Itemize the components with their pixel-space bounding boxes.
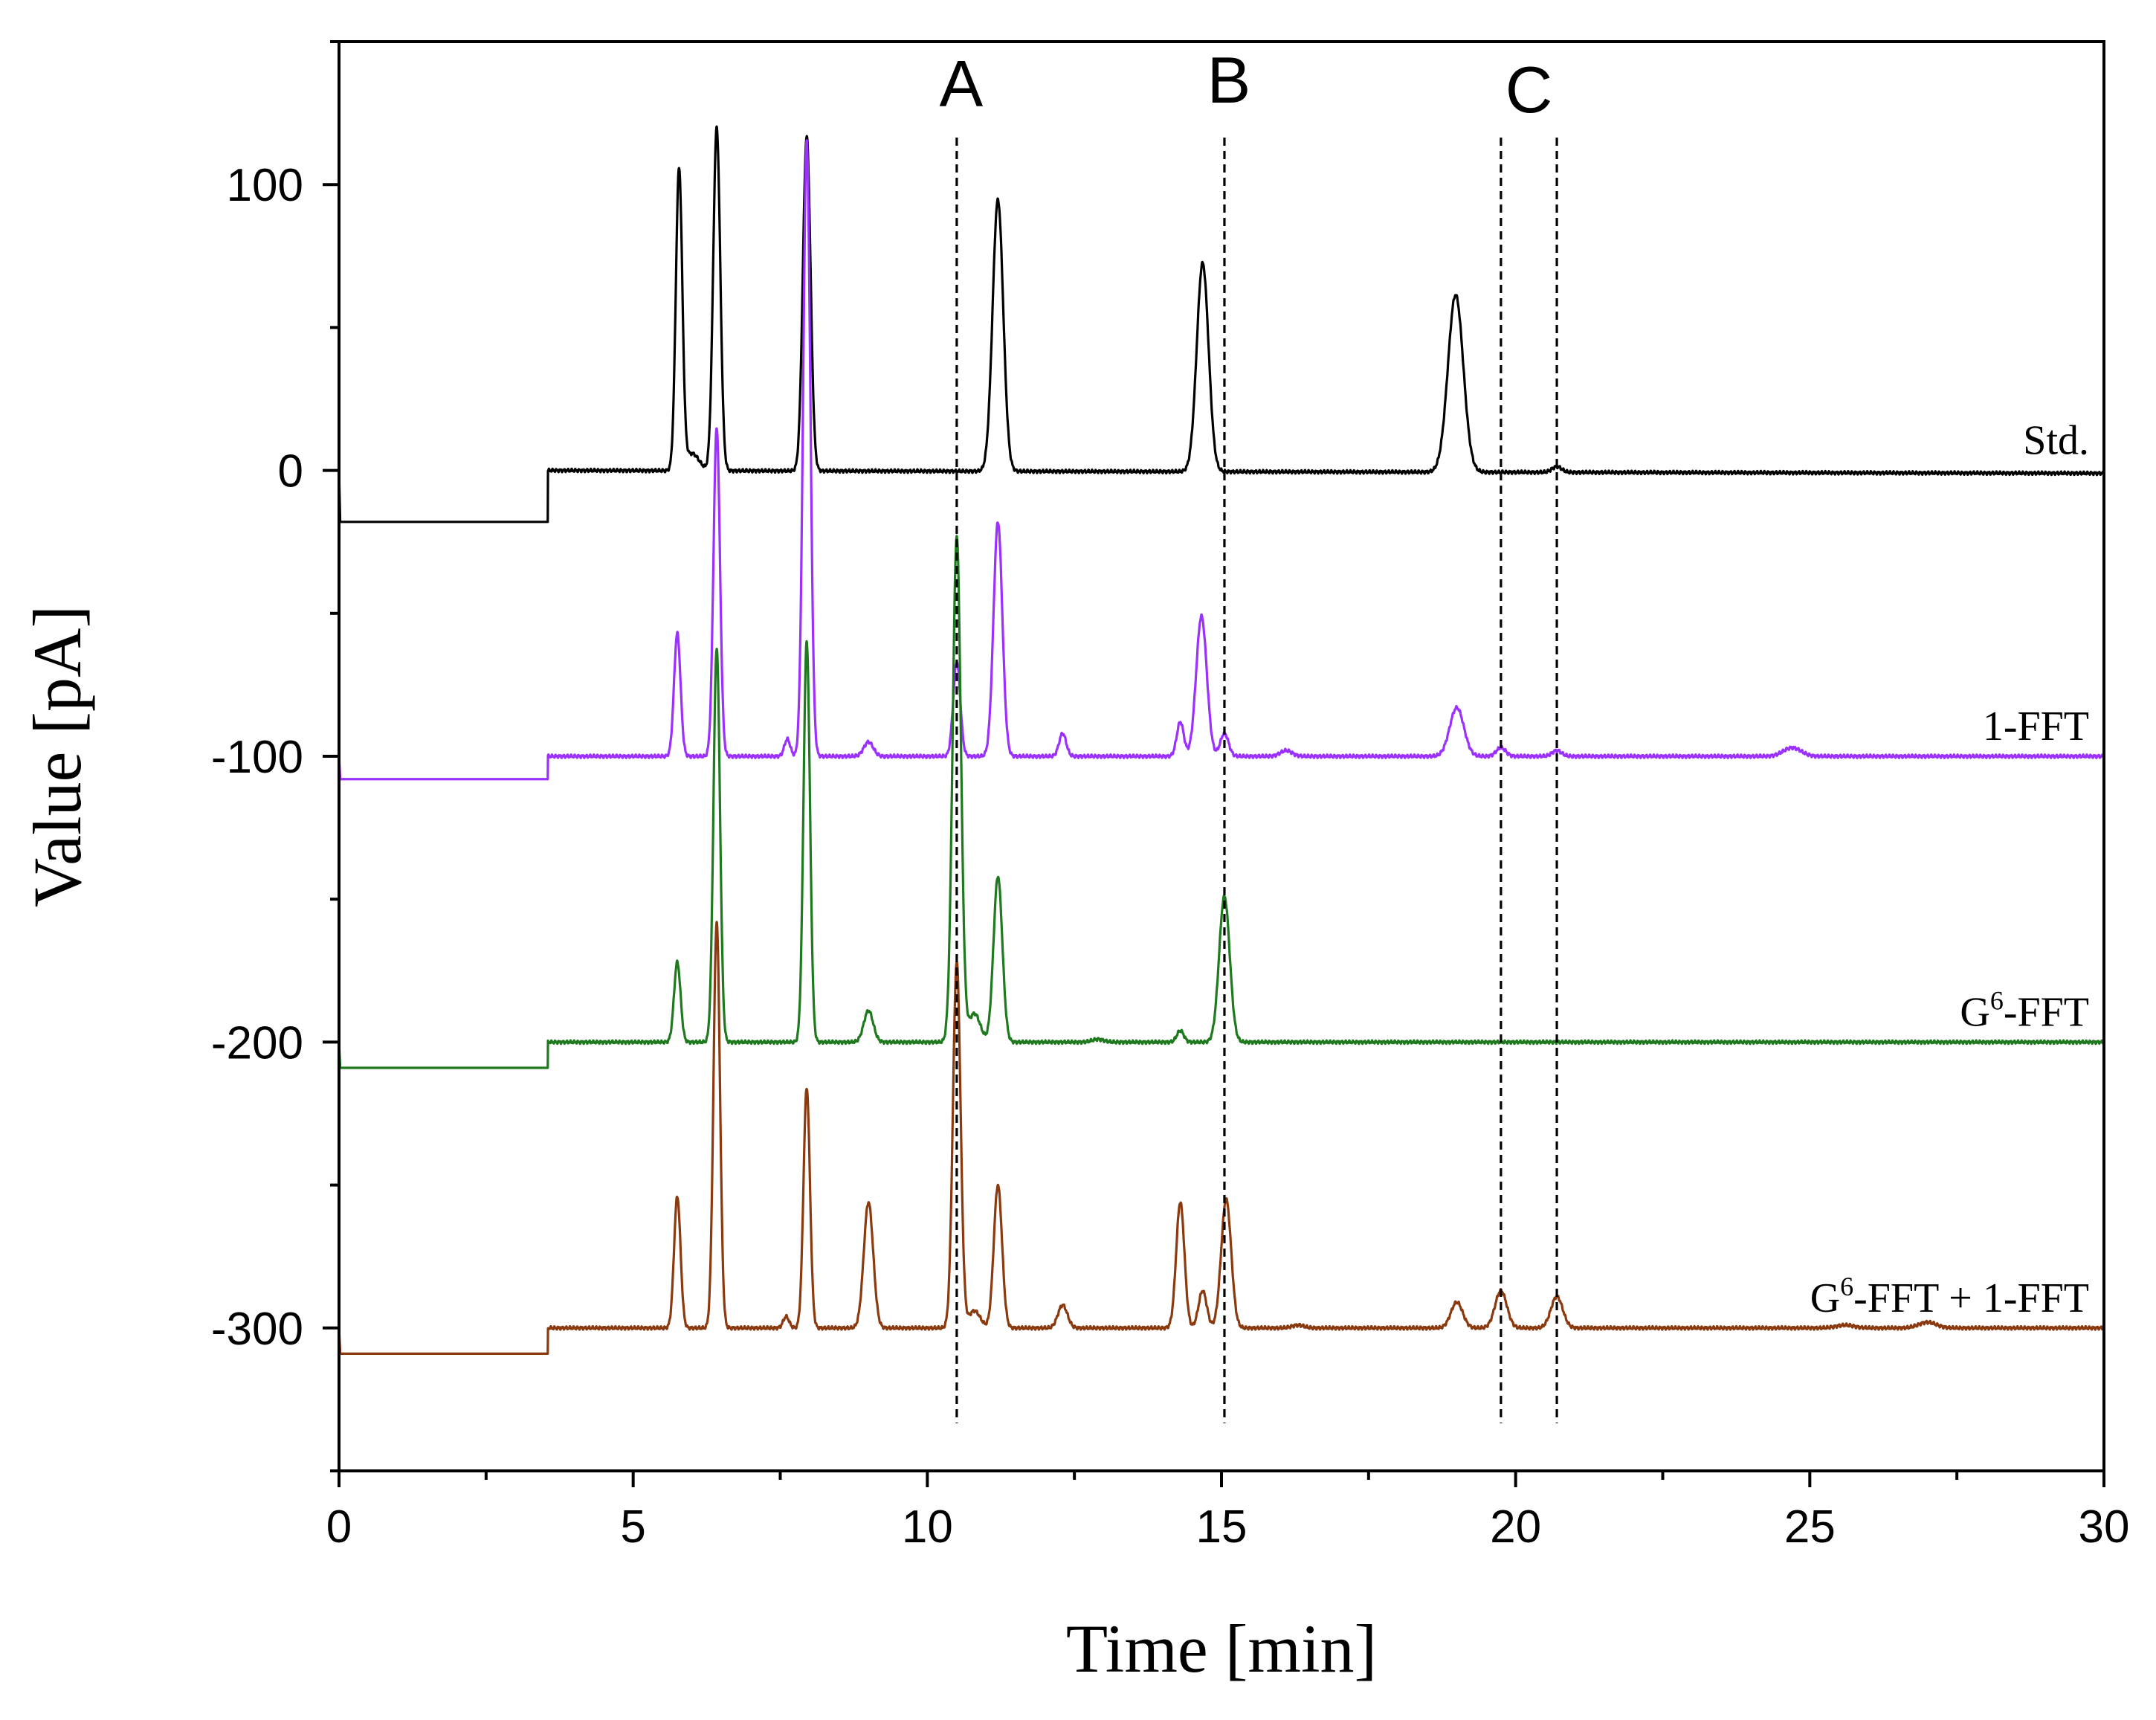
y-tick-label: -300 [211, 1304, 303, 1355]
y-axis-title: Value [pA] [19, 605, 95, 907]
series-label: G6-FFT [1960, 985, 2089, 1035]
series-labels: Std. 1-FFT G6-FFT G6-FFT + 1-FFT [1810, 418, 2089, 1321]
series-label: Std. [2023, 418, 2089, 464]
marker-label: C [1505, 53, 1553, 126]
y-tick-label: -100 [211, 732, 303, 783]
trace-line [338, 921, 2105, 1355]
x-tick-label: 5 [620, 1501, 645, 1553]
series-label: 1-FFT [1983, 703, 2089, 750]
x-tick-label: 30 [2079, 1501, 2130, 1553]
x-tick-label: 25 [1784, 1501, 1836, 1553]
marker-label: A [940, 47, 984, 120]
trace-line [338, 139, 2105, 781]
trace-layer [338, 125, 2105, 1355]
trace-line [338, 125, 2105, 524]
x-tick-label: 10 [902, 1501, 953, 1553]
x-tick-label: 15 [1196, 1501, 1248, 1553]
series-label: G6-FFT + 1-FFT [1810, 1272, 2089, 1321]
x-tick-label: 0 [326, 1501, 352, 1553]
marker-label: B [1207, 43, 1251, 117]
x-axis-title: Time [min] [1066, 1611, 1377, 1687]
ticks: 0 5 10 15 20 25 30 -300 -200 -100 0 100 [211, 40, 2130, 1553]
x-tick-label: 20 [1490, 1501, 1541, 1553]
y-tick-label: 100 [227, 160, 303, 211]
y-tick-label: -200 [211, 1017, 303, 1069]
marker-lines: A B C [940, 43, 1558, 1423]
y-tick-label: 0 [278, 446, 303, 497]
trace-line [338, 535, 2105, 1069]
